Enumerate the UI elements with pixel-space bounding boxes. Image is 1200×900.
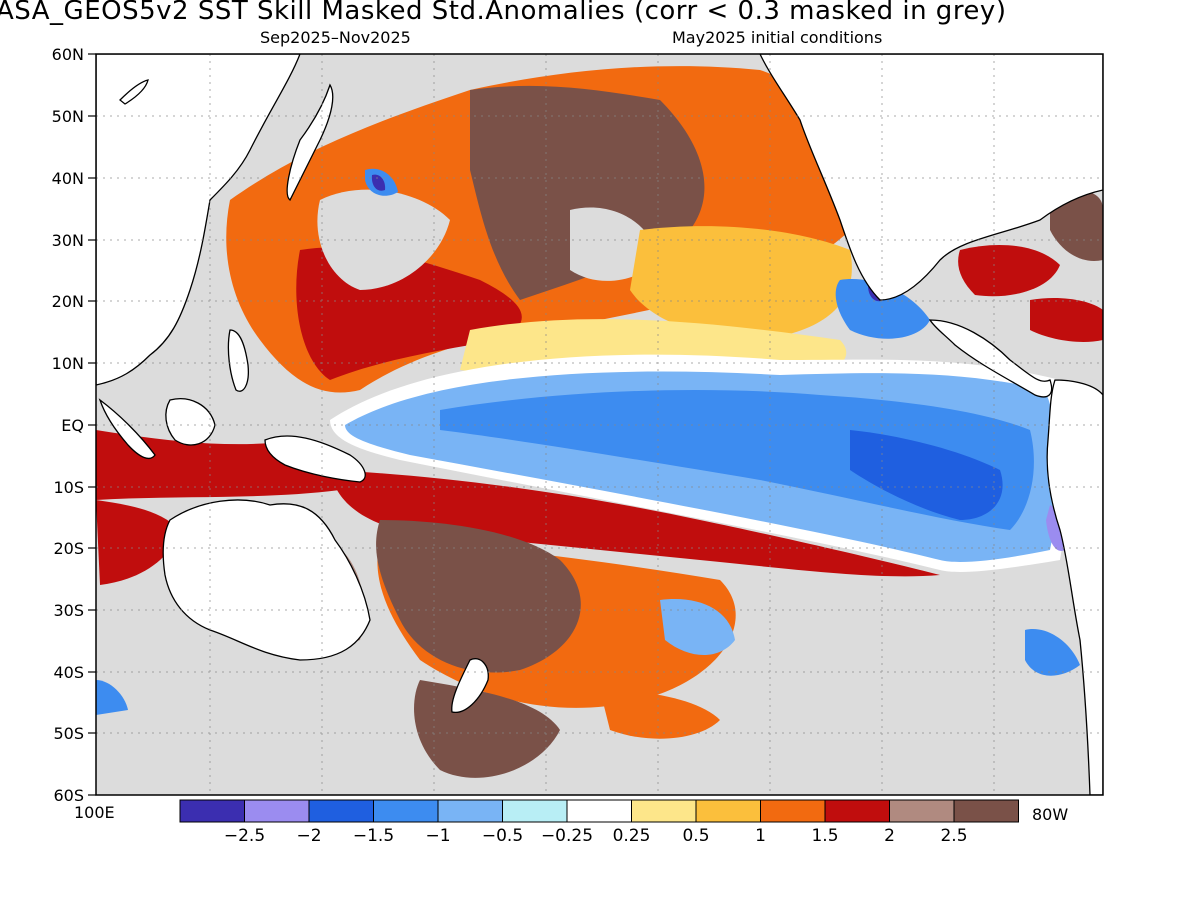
colorbar-swatch	[695, 799, 761, 823]
map-field	[96, 54, 1103, 795]
colorbar-swatch	[631, 799, 697, 823]
central-america-cold-patch	[835, 279, 930, 339]
latitude-labels: 60N 50N 40N 30N 20N 10N EQ 10S 20S 30S 4…	[52, 45, 84, 805]
philippines-landmass	[227, 329, 249, 392]
lat-label: 50S	[53, 724, 84, 743]
southwest-indian-cold	[96, 680, 128, 715]
southern-ocean-brown	[414, 680, 560, 778]
east-pacific-strong-cold	[850, 430, 1003, 520]
lat-label: 30N	[52, 231, 84, 250]
lat-label: 50N	[52, 107, 84, 126]
colorbar-swatch	[824, 799, 890, 823]
central-america-landmass	[928, 319, 1053, 398]
colorbar-swatch	[244, 799, 310, 823]
colorbar-label: 0.25	[613, 826, 651, 846]
lon-left-label: 100E	[74, 803, 115, 822]
indian-ocean-warm	[96, 500, 180, 585]
asia-landmass	[96, 54, 301, 386]
lat-label: EQ	[61, 416, 84, 435]
sakhalin-island	[119, 79, 149, 105]
lat-label: 40N	[52, 169, 84, 188]
colorbar-label: 1.5	[811, 826, 838, 846]
new-zealand-landmass	[451, 658, 489, 713]
lat-label: 60S	[53, 786, 84, 805]
lat-label: 20S	[53, 539, 84, 558]
north-pacific-light-orange	[630, 226, 852, 340]
lat-label: 30S	[53, 601, 84, 620]
australia-landmass	[162, 499, 371, 661]
southern-ocean-cold-patch	[660, 599, 735, 655]
lat-label: 10S	[53, 478, 84, 497]
lat-label: 60N	[52, 45, 84, 64]
lat-label: 40S	[53, 663, 84, 682]
colorbar-swatch	[308, 799, 374, 823]
colorbar: −2.5 −2 −1.5 −1 −0.5 −0.25 0.25 0.5 1 1.5 2 2.5	[179, 799, 1019, 846]
chile-coast-cold	[1025, 629, 1080, 676]
south-pacific-brown	[376, 520, 581, 673]
peru-coast-cold-patch	[1046, 505, 1067, 551]
colorbar-swatch	[373, 799, 439, 823]
colorbar-label: −2.5	[224, 826, 265, 846]
lat-label: 20N	[52, 292, 84, 311]
colorbar-swatch	[566, 799, 632, 823]
map-title: ASA_GEOS5v2 SST Skill Masked Std.Anomali…	[0, 0, 1007, 26]
colorbar-swatch	[179, 799, 245, 823]
latitude-ticks	[88, 53, 96, 796]
borneo-landmass	[165, 398, 216, 446]
colorbar-label: 0.5	[682, 826, 709, 846]
colorbar-label: −0.5	[482, 826, 523, 846]
initial-conditions: May2025 initial conditions	[672, 28, 883, 47]
south-america-landmass	[1046, 379, 1103, 795]
forecast-period: Sep2025–Nov2025	[260, 28, 411, 47]
colorbar-swatch	[953, 799, 1019, 823]
equatorial-moderate-cold	[440, 390, 1034, 530]
atlantic-warm	[1050, 191, 1103, 261]
colorbar-swatch	[760, 799, 826, 823]
gulf-of-mexico-warm	[958, 245, 1060, 297]
colorbar-swatch	[502, 799, 568, 823]
sumatra-landmass	[98, 398, 156, 459]
lat-label: 10N	[52, 354, 84, 373]
colorbar-label: 2	[884, 826, 895, 846]
caribbean-warm	[1030, 298, 1103, 342]
colorbar-swatch	[437, 799, 503, 823]
new-guinea-landmass	[264, 435, 366, 483]
colorbar-label: 1	[755, 826, 766, 846]
japan-landmass	[286, 83, 334, 201]
colorbar-label: −0.25	[541, 826, 593, 846]
colorbar-swatch	[889, 799, 955, 823]
graticule	[96, 54, 1103, 795]
colorbar-label: −1.5	[353, 826, 394, 846]
colorbar-label: −1	[425, 826, 450, 846]
south-pacific-convergence-warm	[330, 470, 940, 577]
colorbar-label: 2.5	[940, 826, 967, 846]
japan-strong-cold-spot	[371, 174, 386, 191]
southern-ocean-orange	[600, 690, 720, 739]
colorbar-label: −2	[296, 826, 321, 846]
lon-right-label: 80W	[1032, 805, 1068, 824]
